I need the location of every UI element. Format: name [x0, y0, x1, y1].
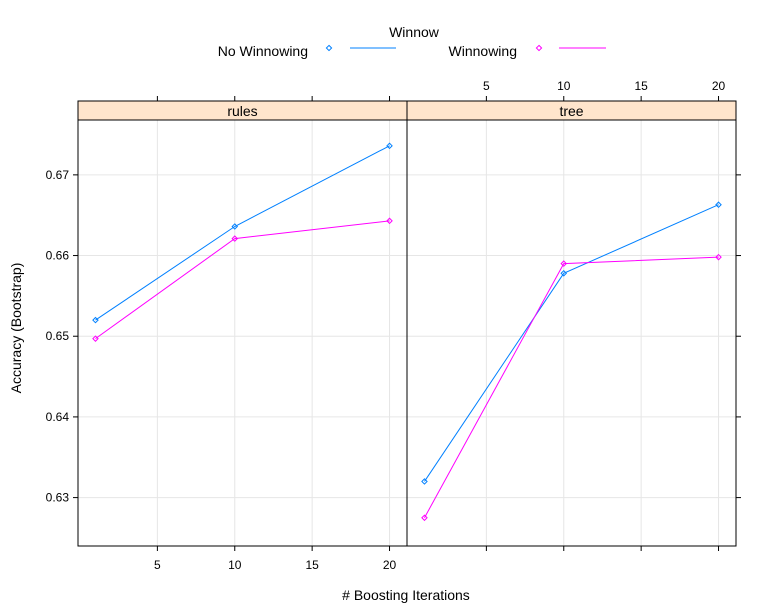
legend-label-no-winnowing: No Winnowing: [218, 43, 308, 59]
x-tick-label-top: 5: [483, 79, 490, 93]
strip-label-tree: tree: [559, 103, 583, 119]
series-line-rules-0: [95, 145, 390, 321]
legend-entry-no-winnowing: No Winnowing: [218, 43, 396, 59]
data-point-rules-0-1: [231, 223, 239, 230]
panel-rules: rules: [77, 100, 408, 547]
data-point-rules-1-1: [231, 235, 239, 242]
data-point-tree-1-1: [560, 260, 568, 267]
panel-border-tree: [406, 119, 737, 547]
x-tick-label-top: 15: [634, 79, 648, 93]
panel-border-rules: [77, 119, 408, 547]
data-point-rules-1-0: [92, 335, 99, 342]
axes: 0.63 0.64 0.65 0.66 0.67 5 5 10 10 15 15 20 20: [46, 79, 741, 572]
panel-tree: tree: [406, 100, 737, 547]
y-tick-label: 0.63: [46, 491, 70, 505]
y-axis-title: Accuracy (Bootstrap): [8, 263, 24, 394]
data-point-tree-1-2: [715, 253, 722, 261]
data-point-tree-1-0: [421, 514, 428, 522]
strip-label-rules: rules: [227, 103, 257, 119]
data-point-rules-0-2: [386, 142, 393, 150]
legend: Winnow No Winnowing Winnowing: [218, 24, 606, 59]
series-line-tree-0: [424, 204, 719, 482]
data-point-tree-0-1: [560, 269, 568, 277]
series-line-tree-1: [424, 256, 719, 519]
data-point-tree-0-0: [421, 478, 428, 485]
data-point-rules-0-0: [92, 316, 99, 324]
legend-marker-no-winnowing: [325, 44, 333, 52]
x-axis-title: # Boosting Iterations: [342, 587, 470, 603]
x-tick-label-bottom: 10: [228, 558, 242, 572]
y-tick-label: 0.67: [46, 168, 70, 182]
legend-marker-winnowing: [535, 44, 543, 52]
y-tick-label: 0.65: [46, 329, 70, 343]
panels: rules tree: [77, 100, 737, 547]
x-tick-label-bottom: 20: [383, 558, 397, 572]
series-line-rules-1: [95, 220, 390, 340]
data-point-rules-1-2: [386, 217, 393, 225]
data-point-tree-0-2: [715, 201, 722, 209]
x-tick-label-bottom: 15: [305, 558, 319, 572]
legend-title: Winnow: [389, 24, 440, 40]
y-tick-label: 0.66: [46, 249, 70, 263]
legend-label-winnowing: Winnowing: [449, 43, 517, 59]
y-tick-label: 0.64: [46, 410, 70, 424]
x-tick-label-top: 20: [712, 79, 726, 93]
x-tick-label-top: 10: [557, 79, 571, 93]
legend-entry-winnowing: Winnowing: [449, 43, 606, 59]
x-tick-label-bottom: 5: [154, 558, 161, 572]
